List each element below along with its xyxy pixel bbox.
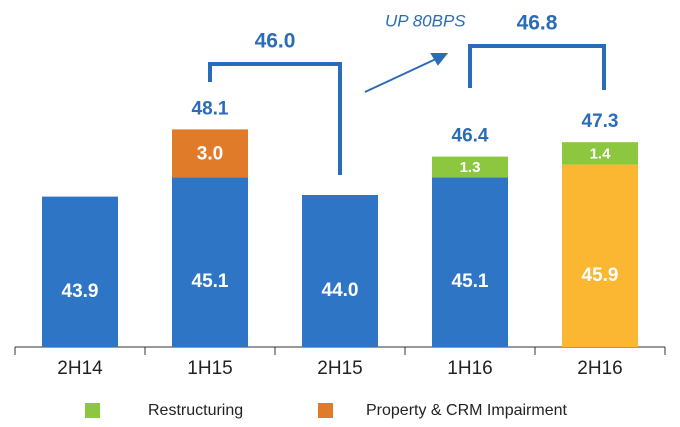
legend-label: Restructuring bbox=[148, 402, 243, 419]
x-tick-label: 2H16 bbox=[577, 358, 622, 379]
value-label: 1.3 bbox=[460, 159, 481, 176]
value-label: 45.1 bbox=[192, 271, 229, 292]
total-label: 46.4 bbox=[452, 126, 489, 147]
x-tick-label: 2H14 bbox=[57, 358, 103, 379]
arrow bbox=[364, 53, 449, 93]
bar-segment bbox=[432, 177, 508, 347]
bar-segment bbox=[562, 164, 638, 347]
bracket-2 bbox=[468, 44, 606, 90]
value-label: 45.1 bbox=[452, 271, 489, 292]
value-label: 1.4 bbox=[590, 145, 612, 162]
legend-swatch bbox=[85, 403, 100, 418]
bar-segment bbox=[172, 129, 248, 178]
x-tick-label: 1H16 bbox=[447, 358, 492, 379]
total-label: 47.3 bbox=[582, 111, 619, 132]
bar-segment bbox=[302, 195, 378, 347]
legend-swatch bbox=[318, 403, 333, 418]
bar-segment bbox=[172, 177, 248, 347]
bar-segment bbox=[432, 156, 508, 178]
x-tick-label: 2H15 bbox=[317, 358, 362, 379]
bracket-label: 46.0 bbox=[255, 30, 296, 53]
bar-segment bbox=[42, 196, 118, 347]
bracket-label: 46.8 bbox=[517, 12, 558, 35]
value-label: 44.0 bbox=[322, 280, 359, 301]
value-label: 3.0 bbox=[197, 143, 223, 164]
bracket-1 bbox=[208, 62, 342, 175]
annotation: UP 80BPS bbox=[385, 11, 466, 30]
total-label: 48.1 bbox=[192, 98, 229, 119]
legend-label: Property & CRM Impairment bbox=[366, 402, 567, 419]
bar-segment bbox=[562, 142, 638, 165]
value-label: 45.9 bbox=[582, 265, 619, 286]
x-tick-label: 1H15 bbox=[187, 358, 232, 379]
value-label: 43.9 bbox=[62, 281, 99, 302]
